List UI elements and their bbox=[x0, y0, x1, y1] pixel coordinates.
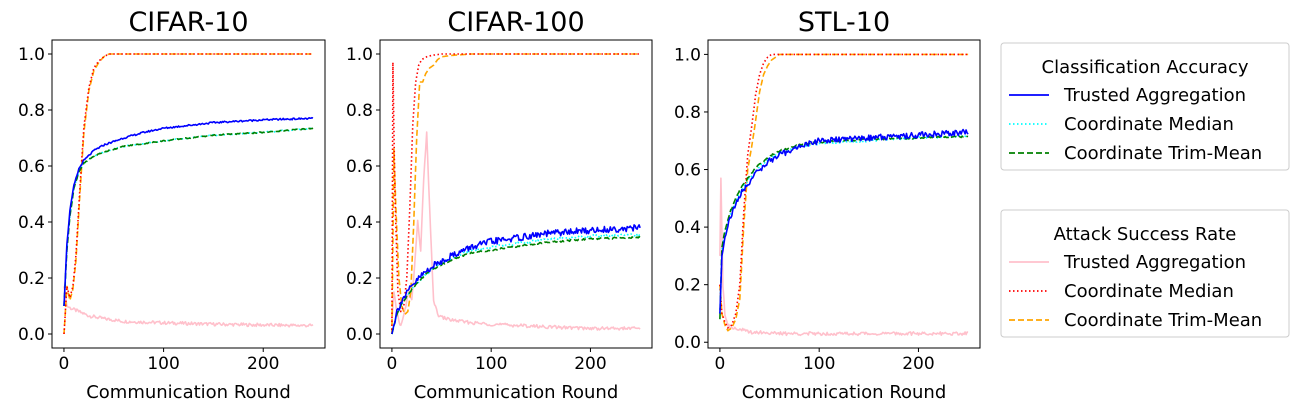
plot-frame bbox=[379, 39, 653, 349]
charts: 0.0 0.2 0.4 0.6 0.8 1.0 0 100 200 CIFAR-10 Communi… bbox=[18, 7, 981, 403]
legend-frame bbox=[1000, 209, 1290, 338]
legends: Classification Accuracy Trusted Aggregati… bbox=[1000, 42, 1290, 338]
series-line-5 bbox=[719, 128, 969, 314]
series-line-0 bbox=[391, 131, 641, 331]
chart-title: CIFAR-10 bbox=[128, 7, 248, 38]
y-tick-label: 0.8 bbox=[18, 101, 45, 121]
legend-1: Attack Success Rate Trusted Aggregation Co… bbox=[1000, 209, 1290, 338]
y-tick-label: 0.2 bbox=[346, 269, 373, 289]
y-tick-label: 0.6 bbox=[346, 157, 373, 177]
chart-panel-0: 0.0 0.2 0.4 0.6 0.8 1.0 0 100 200 CIFAR-10 Communi… bbox=[18, 7, 326, 403]
series-line-0 bbox=[719, 177, 969, 337]
series-line-3 bbox=[63, 127, 314, 307]
y-tick-label: 0.8 bbox=[346, 101, 373, 121]
y-tick-label: 0.4 bbox=[346, 213, 373, 233]
legend-frame bbox=[1000, 42, 1290, 171]
y-tick-label: 0.4 bbox=[674, 218, 701, 238]
x-axis-label: Communication Round bbox=[414, 382, 619, 403]
series-group bbox=[63, 53, 314, 335]
y-tick-label: 0.2 bbox=[674, 276, 701, 296]
legend-entry-label: Coordinate Trim-Mean bbox=[1064, 143, 1262, 164]
chart-title: STL-10 bbox=[798, 7, 890, 38]
y-tick-label: 0.6 bbox=[674, 161, 701, 181]
series-line-3 bbox=[391, 232, 641, 335]
series-line-2 bbox=[719, 53, 969, 329]
series-line-2 bbox=[391, 53, 641, 335]
legend-entry-label: Coordinate Median bbox=[1064, 281, 1234, 302]
y-tick-label: 1.0 bbox=[674, 45, 701, 65]
x-tick-label: 100 bbox=[803, 354, 835, 374]
chart-panel-1: 0.0 0.2 0.4 0.6 0.8 1.0 0 100 200 CIFAR-100 Commun… bbox=[346, 7, 653, 403]
legend-title: Attack Success Rate bbox=[1054, 224, 1237, 245]
x-axis-label: Communication Round bbox=[742, 382, 947, 403]
series-group bbox=[719, 53, 969, 337]
series-line-4 bbox=[391, 235, 641, 335]
y-tick-label: 1.0 bbox=[346, 45, 373, 65]
y-tick-label: 0.4 bbox=[18, 213, 45, 233]
x-tick-label: 100 bbox=[147, 354, 179, 374]
series-group bbox=[391, 53, 641, 335]
x-tick-label: 100 bbox=[475, 354, 507, 374]
y-tick-label: 0.2 bbox=[18, 269, 45, 289]
series-line-1 bbox=[719, 53, 969, 332]
series-line-2 bbox=[63, 53, 313, 335]
chart-title: CIFAR-100 bbox=[447, 7, 584, 38]
series-line-4 bbox=[63, 127, 314, 307]
legend-0: Classification Accuracy Trusted Aggregati… bbox=[1000, 42, 1290, 171]
series-line-0 bbox=[63, 286, 314, 328]
plot-frame bbox=[51, 39, 326, 349]
legend-entry-label: Trusted Aggregation bbox=[1063, 85, 1246, 106]
legend-entry-label: Coordinate Median bbox=[1064, 114, 1234, 135]
x-tick-label: 200 bbox=[902, 354, 934, 374]
chart-panel-2: 0.0 0.2 0.4 0.6 0.8 1.0 0 100 200 STL-10 Communica… bbox=[674, 7, 981, 403]
plot-frame bbox=[707, 39, 981, 349]
x-tick-label: 0 bbox=[59, 354, 70, 374]
x-tick-label: 0 bbox=[386, 354, 397, 374]
y-tick-label: 1.0 bbox=[18, 45, 45, 65]
x-tick-label: 200 bbox=[574, 354, 606, 374]
y-tick-label: 0.8 bbox=[674, 103, 701, 123]
series-line-1 bbox=[63, 53, 313, 335]
x-tick-label: 200 bbox=[247, 354, 279, 374]
legend-entry-label: Coordinate Trim-Mean bbox=[1064, 310, 1262, 331]
legend-entry-label: Trusted Aggregation bbox=[1063, 252, 1246, 273]
x-axis-label: Communication Round bbox=[86, 382, 291, 403]
series-line-4 bbox=[719, 135, 969, 320]
y-tick-label: 0.0 bbox=[346, 325, 373, 345]
y-tick-label: 0.0 bbox=[18, 325, 45, 345]
series-line-3 bbox=[719, 135, 969, 314]
y-tick-label: 0.0 bbox=[674, 333, 701, 353]
legend-title: Classification Accuracy bbox=[1042, 57, 1249, 78]
series-line-5 bbox=[63, 116, 314, 307]
y-tick-label: 0.6 bbox=[18, 157, 45, 177]
x-tick-label: 0 bbox=[714, 354, 725, 374]
series-line-5 bbox=[391, 224, 641, 335]
